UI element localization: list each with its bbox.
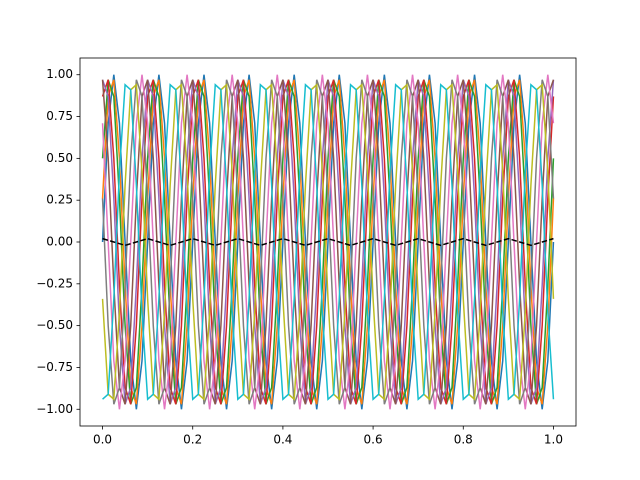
x-tick-label: 0.4: [273, 433, 292, 447]
y-tick-label: 0.00: [46, 235, 73, 249]
line: [101, 79, 555, 405]
x-tick-label: 1.0: [544, 433, 563, 447]
y-tick-label: −0.50: [36, 318, 73, 332]
y-tick-label: 1.00: [46, 67, 73, 81]
y-tick-label: −0.25: [36, 276, 73, 290]
x-tick-label: 0.8: [454, 433, 473, 447]
y-tick-label: 0.50: [46, 151, 73, 165]
line: [101, 79, 555, 405]
y-tick-label: 0.25: [46, 193, 73, 207]
plot-area: [101, 74, 555, 410]
line: [102, 83, 555, 401]
y-tick-label: −1.00: [36, 402, 73, 416]
x-tick-label: 0.0: [93, 433, 112, 447]
y-tick-label: 0.75: [46, 109, 73, 123]
x-tick-label: 0.6: [364, 433, 383, 447]
x-tick-label: 0.2: [183, 433, 202, 447]
line: [101, 83, 555, 401]
line: [102, 237, 554, 247]
y-tick-label: −0.75: [36, 360, 73, 374]
